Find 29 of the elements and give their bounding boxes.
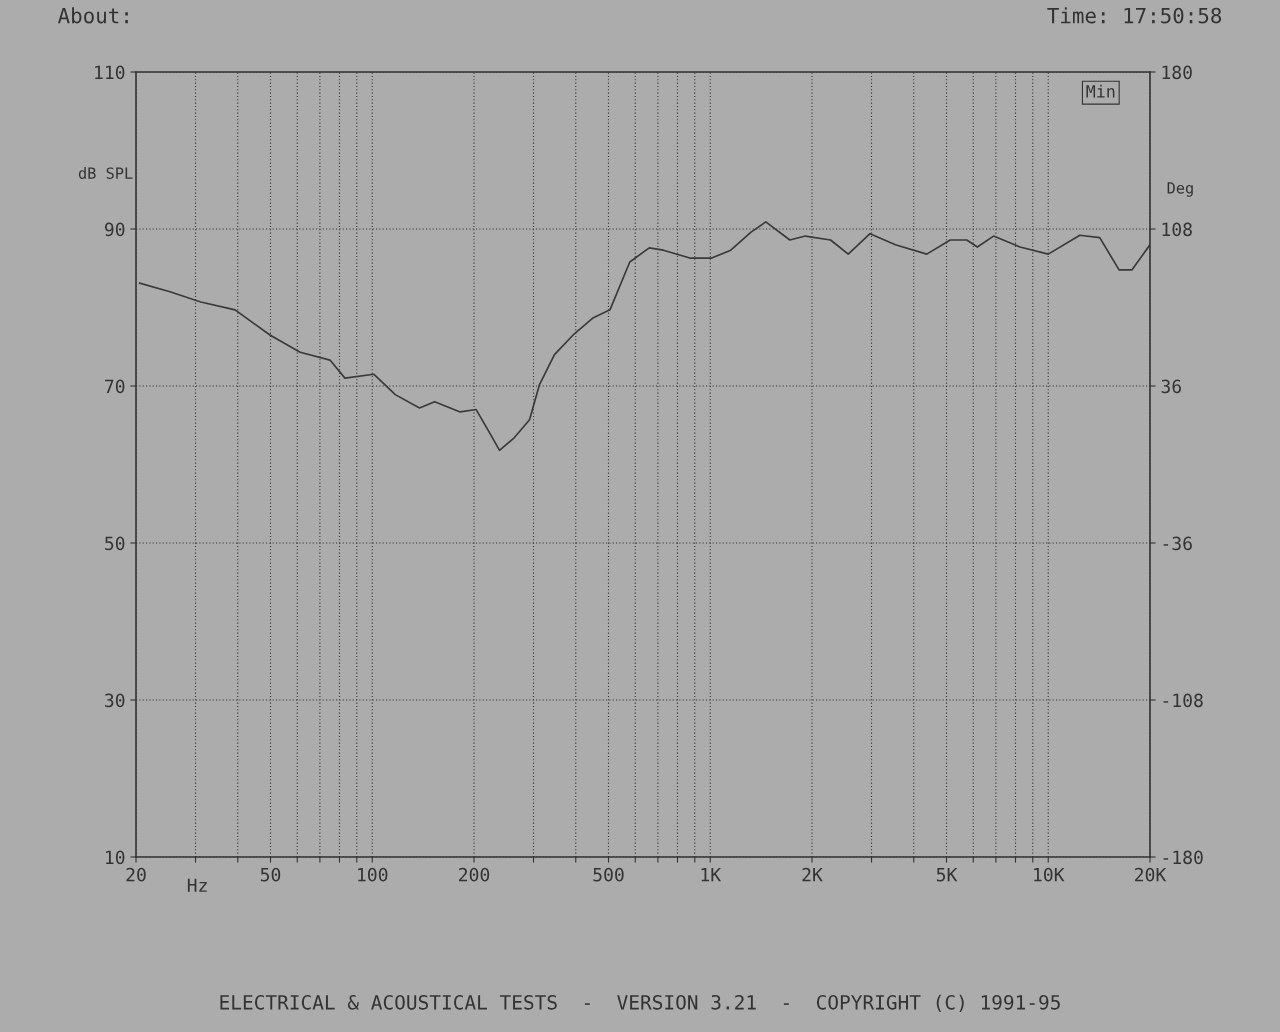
x-tick-label: 20 [126, 867, 146, 882]
y-axis-title: dB SPL [78, 167, 133, 179]
y2-tick-label: -180 [1163, 850, 1203, 865]
y-tick-label: 30 [105, 693, 125, 708]
x-tick-label: 2K [802, 867, 823, 882]
y-tick-label: 50 [105, 536, 125, 551]
x-tick-label: 5K [936, 868, 958, 882]
y-tick-label: 10 [106, 850, 125, 865]
y2-tick-label: -108 [1163, 693, 1203, 708]
x-tick-label: 1K [701, 868, 722, 882]
text: Time: 17:50:58 [1047, 7, 1222, 24]
y2-tick-label: 180 [1162, 65, 1192, 80]
x-tick-label: 20K [1135, 867, 1167, 882]
y-tick-label: 90 [104, 222, 125, 237]
text: ELECTRICAL & ACOUSTICAL TESTS - VERSION 3.21 - COPYRIGHT (C) 1991-95 [220, 994, 1060, 1012]
y2-tick-label: 36 [1161, 379, 1181, 394]
x-tick-label: 500 [593, 867, 624, 882]
x-tick-label: 200 [459, 867, 490, 882]
annotation: Min [1086, 84, 1115, 98]
y-tick-label: 70 [105, 379, 125, 394]
y2-tick-label: -36 [1163, 536, 1192, 551]
x-axis-title: Hz [187, 878, 207, 892]
x-tick-label: 50 [260, 867, 281, 882]
y2-tick-label: 108 [1162, 222, 1192, 237]
x-tick-label: 100 [358, 867, 388, 882]
x-tick-label: 10K [1034, 867, 1065, 882]
text: About: [57, 7, 128, 24]
y2-axis-title: Deg [1167, 182, 1193, 197]
y-tick-label: 110 [95, 65, 125, 80]
